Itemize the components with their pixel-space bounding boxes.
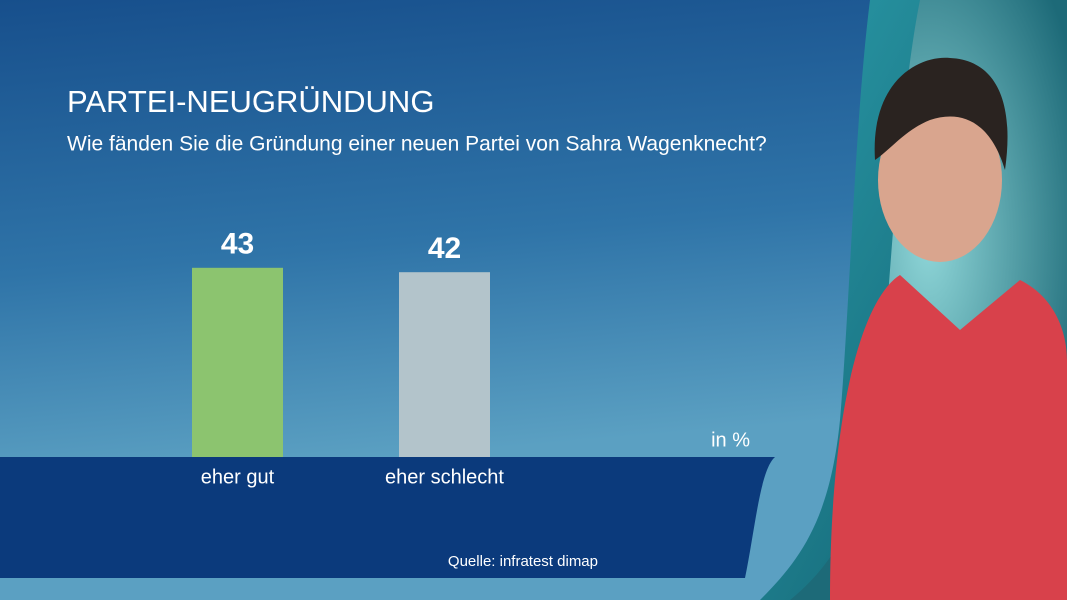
category-label: eher schlecht (385, 466, 504, 488)
chart-subtitle: Wie fänden Sie die Gründung einer neuen … (67, 133, 767, 156)
bar (192, 267, 283, 457)
baseline-band (0, 457, 775, 578)
portrait-jacket (830, 275, 1067, 600)
portrait-hair (874, 57, 1008, 170)
value-label: 43 (221, 228, 254, 261)
category-label: eher gut (201, 466, 275, 488)
bar (399, 272, 490, 457)
portrait-face (878, 98, 1002, 262)
source: Quelle: infratest dimap (448, 553, 598, 570)
unit-label: in % (711, 429, 750, 451)
chart-title: PARTEI-NEUGRÜNDUNG (67, 84, 434, 119)
value-label: 42 (428, 232, 461, 265)
